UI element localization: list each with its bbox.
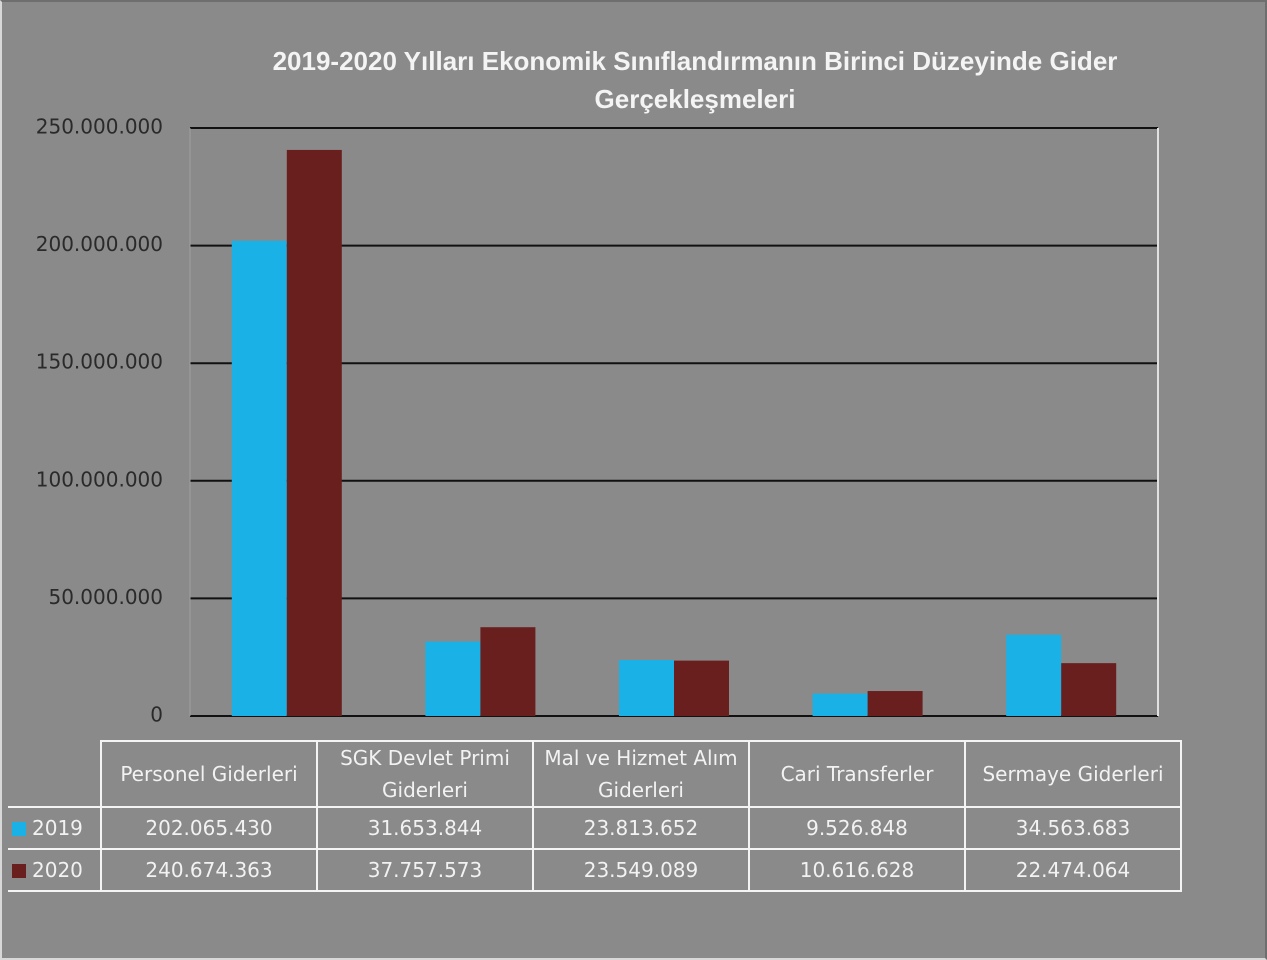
corner-cell bbox=[8, 741, 101, 807]
bar bbox=[1006, 634, 1062, 716]
legend-cell: 2020 bbox=[8, 848, 102, 892]
legend-label: 2019 bbox=[32, 816, 83, 840]
bar bbox=[231, 240, 287, 716]
value-label: 9.526.848 bbox=[748, 806, 966, 850]
bar bbox=[425, 641, 481, 716]
series-row: 2019 202.065.430 31.653.844 23.813.652 9.526… bbox=[8, 806, 1182, 850]
chart: 0 50.000.000 100.000.000 150.000.000 200.000… bbox=[36, 115, 1159, 727]
header-row: Personel Giderleri SGK Devlet Primi Gider… bbox=[8, 740, 1182, 808]
bar bbox=[619, 659, 674, 716]
category-label: Sermaye Giderleri bbox=[964, 740, 1182, 808]
value-label: 34.563.683 bbox=[964, 806, 1182, 850]
data-table: Personel Giderleri SGK Devlet Primi Gider… bbox=[8, 740, 1182, 892]
value-label: 31.653.844 bbox=[316, 806, 534, 850]
category-label: Personel Giderleri bbox=[100, 740, 318, 808]
value-label: 240.674.363 bbox=[100, 848, 318, 892]
value-label: 22.474.064 bbox=[964, 848, 1182, 892]
value-label: 23.549.089 bbox=[532, 848, 750, 892]
y-tick-label: 50.000.000 bbox=[48, 585, 163, 609]
category-label: SGK Devlet Primi Giderleri bbox=[316, 740, 534, 808]
series-row: 2020 240.674.363 37.757.573 23.549.089 10.61… bbox=[8, 848, 1182, 892]
bar bbox=[1061, 663, 1117, 716]
value-label: 37.757.573 bbox=[316, 848, 534, 892]
bar bbox=[286, 149, 342, 716]
y-tick-label: 250.000.000 bbox=[36, 115, 163, 139]
legend-cell: 2019 bbox=[8, 806, 102, 850]
y-tick-label: 150.000.000 bbox=[36, 350, 163, 374]
value-label: 23.813.652 bbox=[532, 806, 750, 850]
category-label: Mal ve Hizmet Alım Giderleri bbox=[532, 740, 750, 808]
y-tick-label: 0 bbox=[150, 703, 163, 727]
bar bbox=[867, 691, 923, 716]
legend-label: 2020 bbox=[32, 858, 83, 882]
chart-title: 2019-2020 Yılları Ekonomik Sınıflandırma… bbox=[272, 46, 1118, 114]
bar bbox=[674, 660, 729, 716]
legend-swatch bbox=[12, 864, 26, 878]
category-label: Cari Transferler bbox=[748, 740, 966, 808]
y-tick-label: 200.000.000 bbox=[36, 232, 163, 256]
bar bbox=[480, 627, 536, 716]
legend-swatch bbox=[12, 822, 26, 836]
value-label: 202.065.430 bbox=[100, 806, 318, 850]
value-label: 10.616.628 bbox=[748, 848, 966, 892]
bar bbox=[812, 693, 868, 716]
y-tick-label: 100.000.000 bbox=[36, 467, 163, 491]
